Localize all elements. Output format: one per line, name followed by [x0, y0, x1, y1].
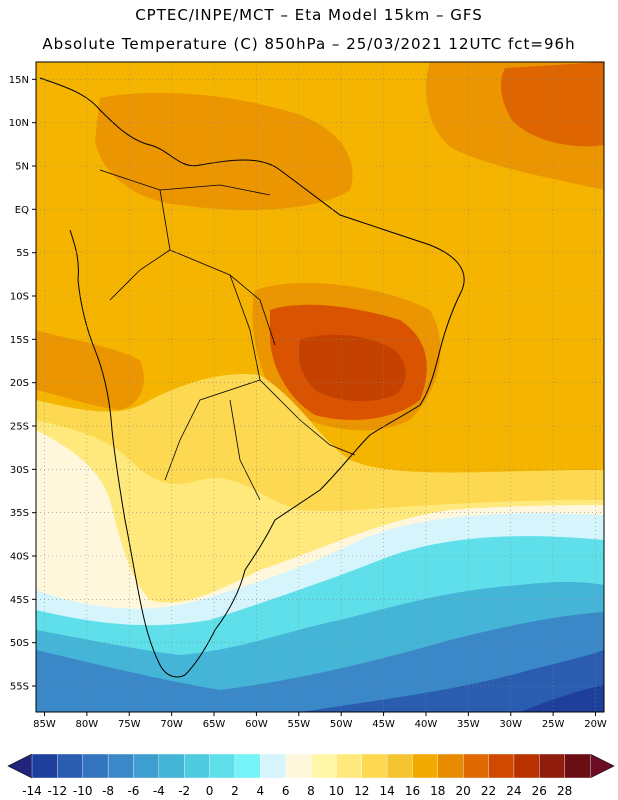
colorbar-label: -2 [178, 784, 190, 798]
map-frame [35, 61, 605, 713]
y-tick-label: 15N [9, 75, 29, 86]
colorbar-swatch [386, 753, 413, 779]
field-zone-northeast-hot [500, 62, 604, 147]
field-zone-south-darkblue [300, 650, 604, 712]
field-zone-brazil-hottest [298, 334, 406, 402]
x-tick-label: 70W [160, 719, 183, 730]
y-tick-label: 40S [10, 552, 29, 563]
colorbar-label: -8 [102, 784, 114, 798]
colorbar-right-arrow [589, 753, 615, 779]
x-tick-label: 35W [457, 719, 480, 730]
colorbar-left-arrow [7, 753, 33, 779]
colorbar-label: 6 [282, 784, 290, 798]
x-tick-label: 25W [542, 719, 565, 730]
colorbar-swatch [183, 753, 211, 779]
field-zone-amazon-warm [95, 92, 353, 210]
longitude-axis: 85W 80W 75W 70W 65W 60W 55W 50W 45W 40W 35W 30W 25W 2… [33, 712, 607, 730]
colorbar-label: 12 [354, 784, 369, 798]
y-tick-label: 10N [9, 118, 29, 129]
temperature-field [36, 62, 604, 712]
x-tick-label: 75W [118, 719, 141, 730]
colorbar-label: 4 [256, 784, 264, 798]
colorbar-swatch [539, 753, 566, 779]
colorbar-swatch [31, 753, 58, 779]
colorbar-swatch [57, 753, 84, 779]
colorbar-swatch [158, 753, 185, 779]
colorbar-swatch [336, 753, 363, 779]
x-tick-label: 20W [584, 719, 607, 730]
colorbar-label: -10 [73, 784, 93, 798]
x-tick-label: 55W [287, 719, 310, 730]
colorbar-label: 20 [456, 784, 471, 798]
colorbar-swatch [82, 753, 109, 779]
colorbar-swatch [462, 753, 490, 779]
colorbar-swatch [209, 753, 236, 779]
colorbar-label: 14 [379, 784, 394, 798]
y-tick-label: 10S [10, 292, 29, 303]
colorbar-swatch [361, 753, 388, 779]
y-tick-label: 30S [10, 465, 29, 476]
field-zone-pacific-warm [36, 330, 144, 410]
colorbar-label: -12 [48, 784, 68, 798]
colorbar-label: 2 [231, 784, 239, 798]
colorbar-label: 16 [405, 784, 420, 798]
y-tick-label: 55S [10, 682, 29, 693]
colorbar-swatch [107, 753, 134, 779]
x-tick-label: 85W [33, 719, 56, 730]
colorbar-label: 22 [481, 784, 496, 798]
colorbar-swatch [412, 753, 439, 779]
colorbar-swatch [513, 753, 540, 779]
x-tick-label: 30W [499, 719, 522, 730]
colorbar-label: 8 [307, 784, 315, 798]
y-tick-label: 20S [10, 378, 29, 389]
x-tick-label: 50W [330, 719, 353, 730]
y-tick-label: 45S [10, 595, 29, 606]
colorbar-swatch [310, 753, 337, 779]
colorbar-label: -6 [127, 784, 139, 798]
colorbar-swatch [437, 753, 464, 779]
y-tick-label: 50S [10, 638, 29, 649]
x-tick-label: 80W [76, 719, 99, 730]
colorbar-swatch [260, 753, 287, 779]
map-gridlines [36, 62, 604, 712]
colorbar-label: 0 [206, 784, 214, 798]
y-tick-label: 5N [15, 162, 29, 173]
colorbar-label: 10 [329, 784, 344, 798]
y-tick-label: EQ [15, 205, 29, 216]
map-title-line2: Absolute Temperature (C) 850hPa – 25/03/… [42, 35, 576, 53]
y-tick-label: 25S [10, 422, 29, 433]
colorbar-label: 24 [506, 784, 521, 798]
colorbar-label: 18 [430, 784, 445, 798]
colorbar-label: 26 [532, 784, 547, 798]
colorbar-swatch [234, 753, 261, 779]
colorbar-legend: -14 -12 -10 -8 -6 -4 -2 0 2 4 6 8 10 12 14 16 18 20 22 24 26… [7, 753, 615, 798]
colorbar-swatch [133, 753, 160, 779]
colorbar-swatch [285, 753, 312, 779]
country-borders [99, 169, 356, 501]
colorbar-label: -4 [153, 784, 165, 798]
colorbar-label: -14 [22, 784, 42, 798]
south-america-coastline [39, 77, 465, 678]
x-tick-label: 40W [415, 719, 438, 730]
latitude-axis: 15N 10N 5N EQ 5S 10S 15S 20S 25S 30S 35S 40S 45S 50S 5… [9, 75, 36, 693]
field-zone-south-deepblue [520, 685, 604, 712]
x-tick-label: 60W [245, 719, 268, 730]
y-tick-label: 5S [16, 248, 29, 259]
y-tick-label: 35S [10, 508, 29, 519]
map-title-line1: CPTEC/INPE/MCT – Eta Model 15km – GFS [135, 6, 483, 24]
y-tick-label: 15S [10, 335, 29, 346]
colorbar-label: 28 [557, 784, 572, 798]
x-tick-label: 65W [203, 719, 226, 730]
x-tick-label: 45W [372, 719, 395, 730]
colorbar-swatch [488, 753, 515, 779]
colorbar-swatch [564, 753, 591, 779]
